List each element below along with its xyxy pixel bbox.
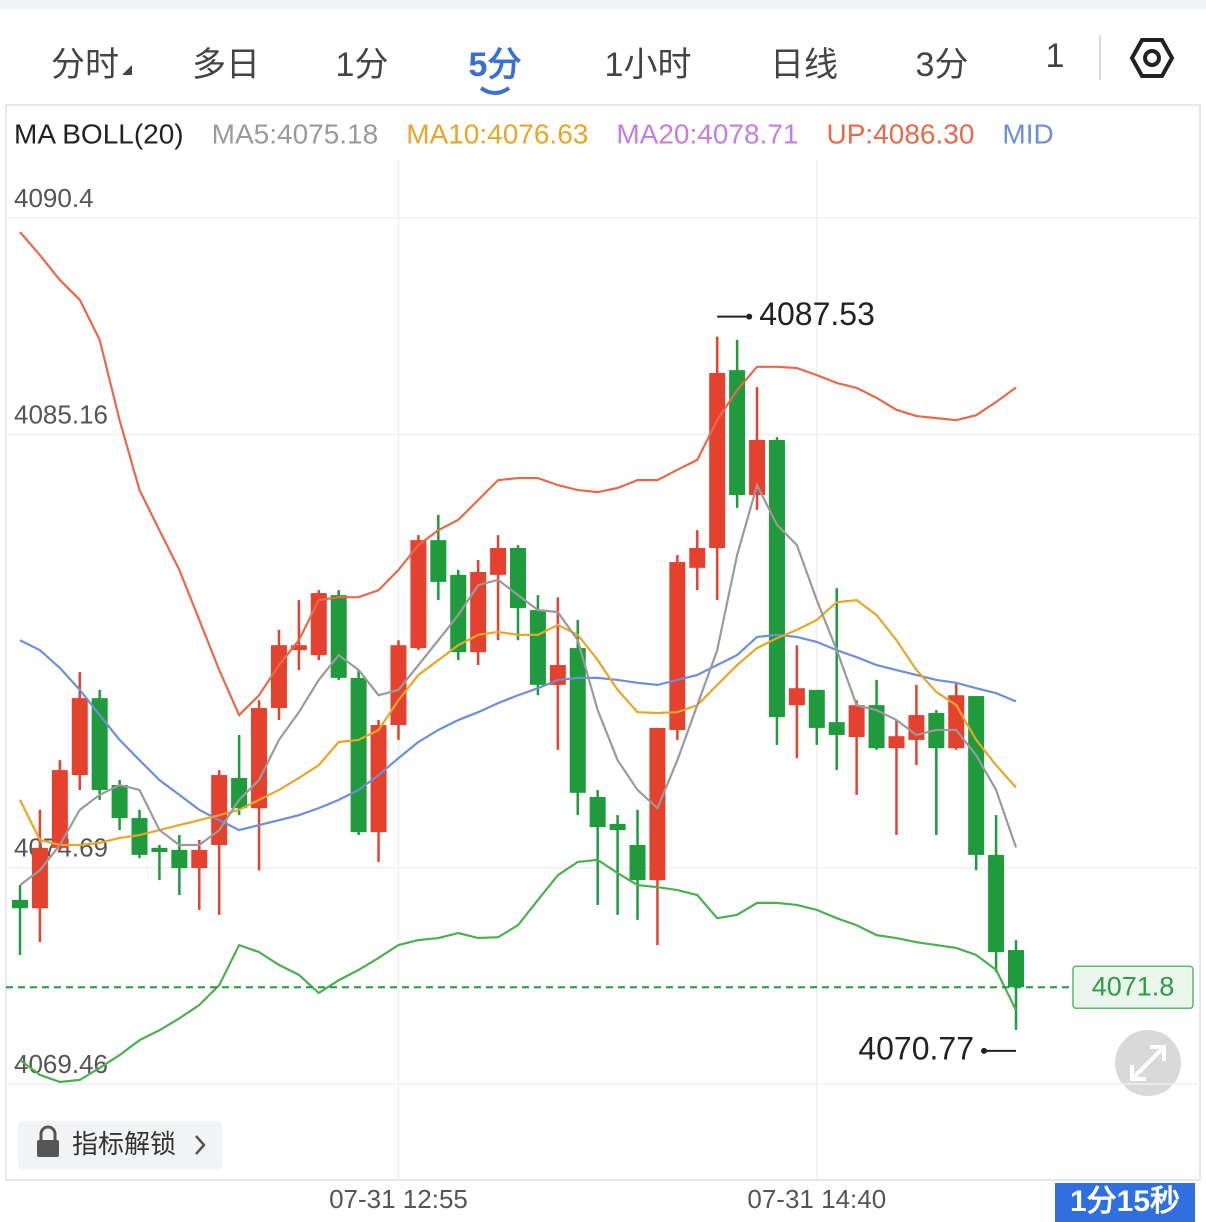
tab-bar: 分时 多日 1分 5分 1小时 日线 3分 1 — [0, 9, 1206, 105]
candle-body — [31, 847, 48, 909]
chart-frame — [5, 104, 1201, 1181]
candle-body — [908, 715, 925, 740]
candle-body — [888, 736, 905, 749]
indicator-line — [19, 858, 1017, 1084]
lock-body — [37, 1140, 59, 1157]
candle-body — [629, 844, 646, 881]
settings-hexagon — [1129, 38, 1175, 78]
candle-body — [151, 847, 168, 852]
tab[interactable]: 1分 — [335, 46, 389, 84]
candle-body — [828, 722, 845, 735]
candle-body — [788, 688, 805, 706]
candle-body — [290, 645, 307, 651]
candle-body — [211, 775, 228, 845]
candle-body — [669, 562, 686, 730]
min-label: 4070.77 — [858, 1030, 974, 1066]
tab[interactable]: 多日 — [192, 46, 260, 84]
candle-body — [191, 849, 208, 869]
candle-body — [729, 370, 746, 496]
legend-entry: MA10:4076.63 — [406, 118, 588, 149]
lock-shackle — [39, 1125, 57, 1140]
indicator-line — [19, 633, 1017, 832]
candle-body — [430, 540, 447, 582]
last-price-box — [1072, 965, 1194, 1010]
candle-body — [968, 696, 985, 855]
y-tick-label: 4085.16 — [14, 400, 108, 430]
expand-arrows — [1130, 1045, 1166, 1081]
max-label: 4087.53 — [759, 296, 875, 332]
candle-body — [12, 899, 28, 909]
legend-entry: MID — [1002, 118, 1053, 149]
tab-caret — [122, 65, 132, 75]
candle-body — [91, 698, 108, 790]
candle-body — [848, 705, 865, 738]
candle-body — [490, 547, 507, 575]
candle-body — [689, 547, 706, 568]
settings-center — [1143, 49, 1161, 67]
candle-body — [231, 777, 248, 809]
y-tick-label: 4090.4 — [14, 183, 94, 213]
last-price-label: 4071.8 — [1092, 971, 1175, 1001]
candle-body — [609, 823, 626, 831]
candle-body — [370, 725, 387, 833]
x-tick-label: 07-31 12:55 — [329, 1184, 468, 1214]
indicator-line — [19, 482, 1018, 886]
candle-body — [868, 705, 885, 749]
candle-body — [251, 708, 268, 809]
candle-body — [350, 677, 367, 833]
candle-body — [988, 854, 1005, 953]
min-dot — [981, 1047, 987, 1054]
timer-bg — [1055, 1183, 1195, 1222]
settings-icon[interactable] — [1129, 38, 1175, 78]
max-dot — [746, 313, 753, 320]
tab-indicator — [479, 86, 511, 95]
timer-text: 1分15秒 — [1070, 1185, 1180, 1218]
candle-body — [808, 689, 825, 728]
tab[interactable]: 3分 — [915, 46, 969, 84]
candle-body — [51, 770, 68, 848]
legend-entry: MA5:4075.18 — [212, 118, 379, 149]
candle-body — [1008, 950, 1024, 988]
timer-badge: 1分15秒 — [1055, 1183, 1195, 1222]
legend-entry: MA BOLL(20) — [14, 118, 184, 149]
candle-body — [768, 440, 785, 718]
top-strip — [0, 0, 1206, 9]
candle-body — [111, 784, 128, 819]
candle-body — [749, 440, 766, 496]
indicator-line — [19, 598, 1017, 847]
unlock-label: 指标解锁 — [72, 1129, 176, 1159]
tab[interactable]: 5分 — [468, 46, 522, 84]
expand-button[interactable] — [1115, 1030, 1181, 1096]
candle-body — [131, 818, 148, 855]
candle-body — [390, 645, 407, 726]
x-tick-label: 07-31 14:40 — [747, 1184, 886, 1214]
candle-body — [589, 796, 606, 828]
unlock-bg — [18, 1121, 222, 1169]
candle-body — [270, 645, 287, 709]
candle-body — [649, 727, 666, 881]
candle-body — [948, 695, 965, 749]
tab[interactable]: 1小时 — [604, 46, 692, 84]
indicator-line — [19, 231, 1017, 718]
tab[interactable]: 日线 — [770, 46, 838, 84]
candle-body — [529, 610, 546, 685]
candle-body — [709, 373, 726, 548]
candle-body — [171, 849, 188, 869]
legend-entry: UP:4086.30 — [827, 118, 975, 149]
y-tick-label: 4069.46 — [14, 1049, 108, 1079]
chevron — [195, 1135, 206, 1155]
unlock-button[interactable]: 指标解锁 — [18, 1121, 222, 1169]
tab[interactable]: 分时 — [51, 46, 119, 84]
tab[interactable]: 1 — [1045, 37, 1065, 75]
candle-body — [330, 595, 347, 678]
legend-entry: MA20:4078.71 — [616, 118, 798, 149]
candle-body — [71, 698, 88, 776]
candle-body — [410, 540, 427, 649]
candle-body — [569, 648, 586, 793]
